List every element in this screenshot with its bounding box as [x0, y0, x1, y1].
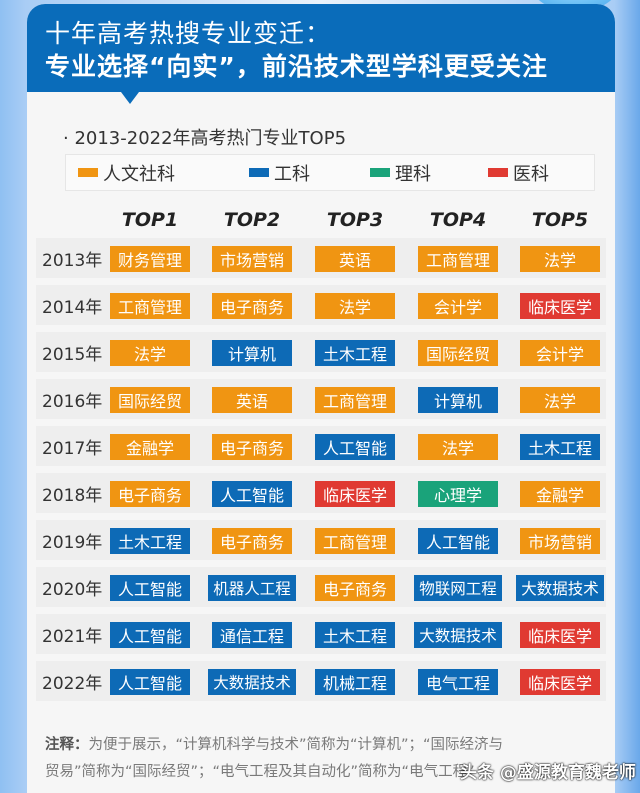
major-tag-engineering: 大数据技术 [208, 669, 296, 695]
table-row: 2013年 财务管理 市场营销 英语 工商管理 法学 [36, 238, 606, 278]
major-tag-engineering: 机械工程 [315, 669, 395, 695]
year-label: 2022年 [42, 674, 103, 694]
major-tag-engineering: 人工智能 [315, 434, 395, 460]
footnote-label: 注释： [45, 737, 89, 753]
chart-subtitle: · 2013-2022年高考热门专业TOP5 [63, 128, 347, 149]
major-tag-engineering: 物联网工程 [414, 575, 502, 601]
year-label: 2015年 [42, 345, 103, 365]
legend-item-humanities: 人文社科 [78, 160, 175, 186]
column-header-top1: TOP1 [121, 209, 179, 231]
major-tag-engineering: 通信工程 [212, 622, 292, 648]
year-label: 2021年 [42, 627, 103, 647]
table-row: 2014年 工商管理 电子商务 法学 会计学 临床医学 [36, 285, 606, 325]
table-row: 2021年 人工智能 通信工程 土木工程 大数据技术 临床医学 [36, 614, 606, 654]
major-tag-humanities: 市场营销 [212, 246, 292, 272]
major-tag-humanities: 工商管理 [418, 246, 498, 272]
major-tag-humanities: 市场营销 [520, 528, 600, 554]
column-header-top5: TOP5 [531, 209, 589, 231]
legend-swatch-icon [370, 168, 390, 177]
major-tag-humanities: 金融学 [520, 481, 600, 507]
watermark: 头条 @盛源教育魏老师 [460, 763, 636, 783]
legend-swatch-icon [488, 168, 508, 177]
major-tag-humanities: 电子商务 [212, 528, 292, 554]
major-tag-humanities: 电子商务 [110, 481, 190, 507]
major-tag-humanities: 会计学 [418, 293, 498, 319]
major-tag-humanities: 工商管理 [110, 293, 190, 319]
major-tag-humanities: 法学 [315, 293, 395, 319]
footnote: 注释：为便于展示，“计算机科学与技术”简称为“计算机”；“国际经济与 贸易”简称… [45, 732, 605, 786]
year-label: 2016年 [42, 392, 103, 412]
year-label: 2013年 [42, 251, 103, 271]
major-tag-humanities: 电子商务 [212, 434, 292, 460]
header-title-line2: 专业选择“向实”，前沿技术型学科更受关注 [45, 52, 548, 81]
year-label: 2018年 [42, 486, 103, 506]
major-tag-humanities: 法学 [418, 434, 498, 460]
table-row: 2016年 国际经贸 英语 工商管理 计算机 法学 [36, 379, 606, 419]
table-row: 2020年 人工智能 机器人工程 电子商务 物联网工程 大数据技术 [36, 567, 606, 607]
major-tag-engineering: 大数据技术 [516, 575, 604, 601]
header-banner: 十年高考热搜专业变迁： 专业选择“向实”，前沿技术型学科更受关注 [27, 4, 615, 92]
major-tag-engineering: 大数据技术 [414, 622, 502, 648]
legend-label: 人文社科 [103, 163, 175, 185]
infographic-card: 十年高考热搜专业变迁： 专业选择“向实”，前沿技术型学科更受关注 · 2013-… [27, 4, 615, 793]
major-tag-engineering: 人工智能 [418, 528, 498, 554]
major-tag-humanities: 工商管理 [315, 387, 395, 413]
major-tag-humanities: 工商管理 [315, 528, 395, 554]
legend-label: 医科 [513, 163, 549, 185]
column-header-top4: TOP4 [429, 209, 487, 231]
year-label: 2014年 [42, 298, 103, 318]
major-tag-humanities: 法学 [520, 246, 600, 272]
table-row: 2018年 电子商务 人工智能 临床医学 心理学 金融学 [36, 473, 606, 513]
major-tag-humanities: 电子商务 [212, 293, 292, 319]
major-tag-humanities: 法学 [520, 387, 600, 413]
major-tag-engineering: 土木工程 [315, 340, 395, 366]
major-tag-engineering: 人工智能 [110, 669, 190, 695]
major-tag-engineering: 土木工程 [110, 528, 190, 554]
pointer-triangle-icon [121, 92, 139, 104]
legend-swatch-icon [249, 168, 269, 177]
major-tag-humanities: 财务管理 [110, 246, 190, 272]
major-tag-medicine: 临床医学 [520, 622, 600, 648]
table-row: 2022年 人工智能 大数据技术 机械工程 电气工程 临床医学 [36, 661, 606, 701]
major-tag-humanities: 国际经贸 [110, 387, 190, 413]
major-tag-medicine: 临床医学 [315, 481, 395, 507]
major-tag-engineering: 土木工程 [315, 622, 395, 648]
legend: 人文社科 工科 理科 医科 [65, 154, 595, 191]
major-tag-humanities: 英语 [212, 387, 292, 413]
major-tag-engineering: 计算机 [418, 387, 498, 413]
major-tag-humanities: 电子商务 [315, 575, 395, 601]
major-tag-medicine: 临床医学 [520, 669, 600, 695]
major-tag-engineering: 计算机 [212, 340, 292, 366]
major-tag-medicine: 临床医学 [520, 293, 600, 319]
footnote-line2: 贸易”简称为“国际经贸”；“电气工程及其自动化”简称为“电气工程” [45, 764, 475, 780]
footnote-line1: 为便于展示，“计算机科学与技术”简称为“计算机”；“国际经济与 [88, 737, 504, 753]
major-tag-engineering: 人工智能 [110, 622, 190, 648]
major-tag-engineering: 机器人工程 [208, 575, 296, 601]
year-label: 2017年 [42, 439, 103, 459]
legend-item-engineering: 工科 [249, 160, 310, 186]
table-row: 2019年 土木工程 电子商务 工商管理 人工智能 市场营销 [36, 520, 606, 560]
major-tag-humanities: 会计学 [520, 340, 600, 366]
legend-swatch-icon [78, 168, 98, 177]
year-label: 2019年 [42, 533, 103, 553]
major-tag-engineering: 电气工程 [418, 669, 498, 695]
table-row: 2017年 金融学 电子商务 人工智能 法学 土木工程 [36, 426, 606, 466]
major-tag-engineering: 人工智能 [110, 575, 190, 601]
major-tag-science: 心理学 [418, 481, 498, 507]
legend-item-science: 理科 [370, 160, 431, 186]
year-label: 2020年 [42, 580, 103, 600]
header-title-line1: 十年高考热搜专业变迁： [45, 19, 332, 48]
major-tag-humanities: 法学 [110, 340, 190, 366]
column-header-top2: TOP2 [223, 209, 281, 231]
major-tag-humanities: 英语 [315, 246, 395, 272]
legend-label: 工科 [274, 163, 310, 185]
major-tag-humanities: 国际经贸 [418, 340, 498, 366]
table-row: 2015年 法学 计算机 土木工程 国际经贸 会计学 [36, 332, 606, 372]
column-header-top3: TOP3 [326, 209, 384, 231]
legend-label: 理科 [395, 163, 431, 185]
major-tag-engineering: 人工智能 [212, 481, 292, 507]
major-tag-engineering: 土木工程 [520, 434, 600, 460]
legend-item-medicine: 医科 [488, 160, 549, 186]
major-tag-humanities: 金融学 [110, 434, 190, 460]
